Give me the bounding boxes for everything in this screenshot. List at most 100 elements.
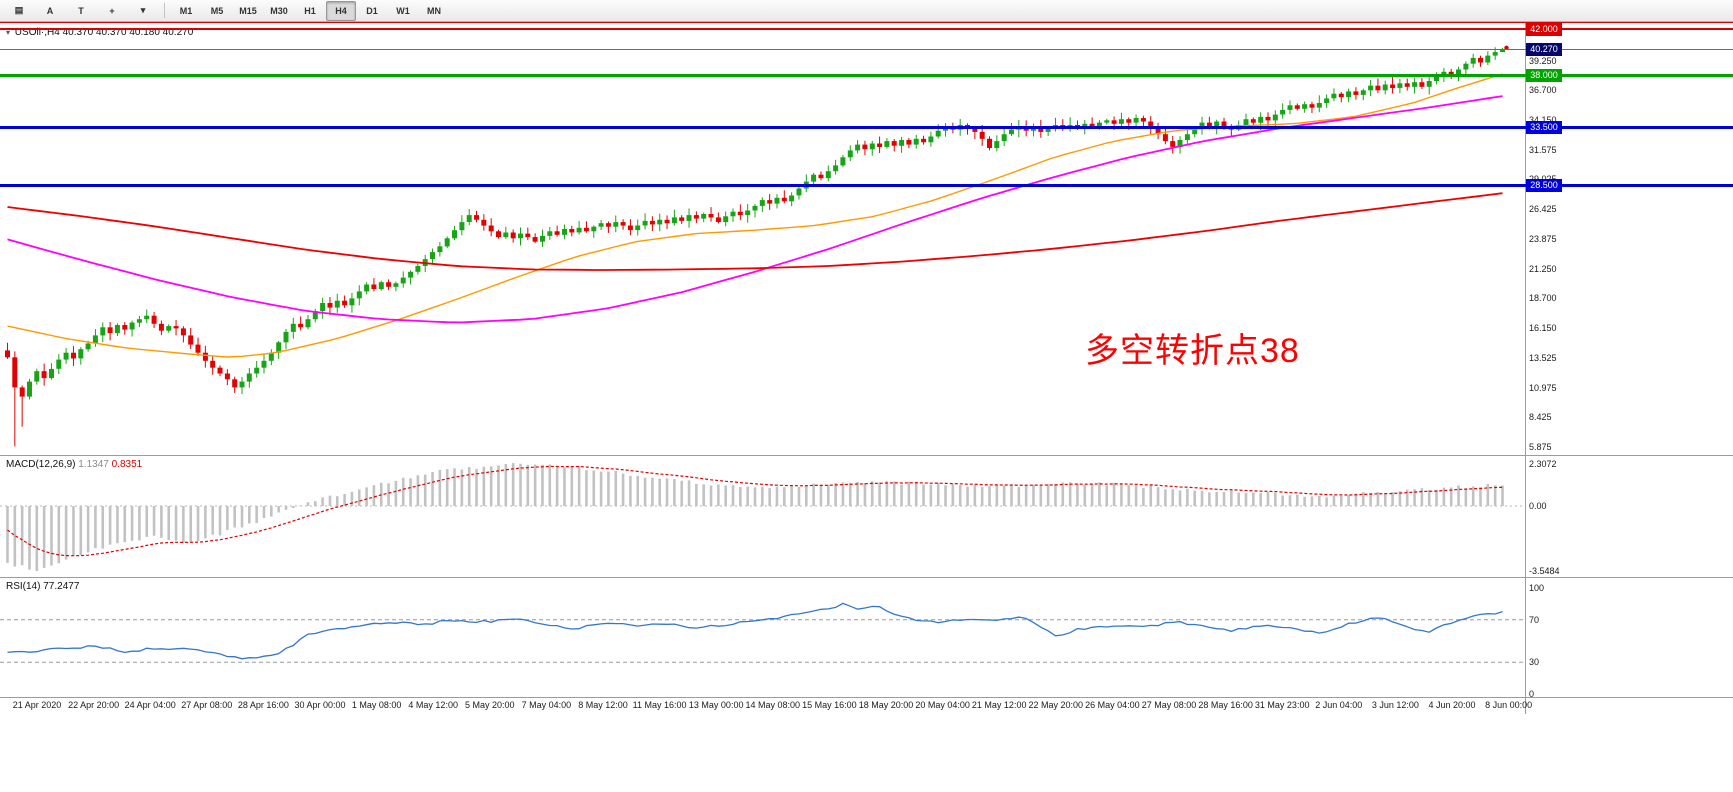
time-label: 2 Jun 04:00 <box>1315 700 1363 710</box>
rsi-scale-tick: 70 <box>1529 614 1540 625</box>
time-label: 27 May 08:00 <box>1141 700 1197 710</box>
timeframe-button-h1[interactable]: H1 <box>304 5 316 16</box>
price-badge-28.500: 28.500 <box>1526 178 1562 192</box>
price-chart-panel[interactable] <box>0 22 1525 455</box>
timeframe-button-mn[interactable]: MN <box>427 5 441 16</box>
chart-ohlc-values: 40.370 40.370 40.180 40.270 <box>62 27 194 38</box>
time-label: 31 May 23:00 <box>1254 700 1310 710</box>
current-price-badge: 40.270 <box>1526 42 1562 56</box>
time-label: 8 Jun 00:00 <box>1485 700 1533 710</box>
time-label: 8 May 12:00 <box>578 700 628 710</box>
timeframe-button-d1[interactable]: D1 <box>366 5 378 16</box>
price-tick: 8.425 <box>1529 412 1552 423</box>
time-label: 11 May 16:00 <box>632 700 687 710</box>
ma-red-line <box>7 192 1503 271</box>
time-label: 28 Apr 16:00 <box>237 700 289 710</box>
chart-type-icon[interactable]: ▤ <box>14 5 24 15</box>
tools-dropdown-icon[interactable]: ▾ <box>140 5 146 15</box>
hline-38.000[interactable] <box>0 73 1733 77</box>
chart-text-annotation[interactable]: 多空转折点38 <box>1085 332 1300 370</box>
bid-price-line <box>0 49 1733 50</box>
price-tick: 31.575 <box>1529 144 1557 155</box>
rsi-panel[interactable] <box>0 578 1525 697</box>
price-tick: 13.525 <box>1529 353 1557 364</box>
text-label-tool-button[interactable]: T <box>78 5 84 16</box>
macd-main-value: 1.1347 <box>78 459 109 470</box>
chart-symbol-timeframe: USOil·,H4 <box>14 27 60 38</box>
time-label: 22 Apr 20:00 <box>68 700 120 710</box>
last-price-marker <box>1504 45 1509 50</box>
time-axis-border <box>0 697 1733 698</box>
macd-scale-tick: -3.5484 <box>1529 565 1560 576</box>
chart-title: ▾ USOil·,H4 40.370 40.370 40.180 40.270 <box>6 27 193 38</box>
price-scale-border <box>1525 22 1526 714</box>
rsi-value: 77.2477 <box>43 581 80 592</box>
drawing-tools-group: ▤ A T + ▾ <box>4 1 158 21</box>
time-label: 26 May 04:00 <box>1085 700 1140 710</box>
crosshair-tool-icon[interactable]: + <box>109 5 115 16</box>
hline-42.000[interactable] <box>0 28 1733 30</box>
rsi-name: RSI(14) <box>6 581 41 592</box>
price-badge-38.000: 38.000 <box>1526 68 1562 82</box>
ma-orange-line <box>7 73 1503 358</box>
price-tick: 36.700 <box>1529 85 1557 96</box>
time-label: 20 May 04:00 <box>915 700 970 710</box>
price-badge-42.000: 42.000 <box>1526 22 1562 36</box>
price-tick: 18.700 <box>1529 293 1557 304</box>
price-tick: 34.150 <box>1529 114 1557 125</box>
time-label: 21 Apr 2020 <box>12 700 62 710</box>
timeframe-button-m1[interactable]: M1 <box>179 5 193 16</box>
macd-name: MACD(12,26,9) <box>6 459 76 470</box>
hline-28.500[interactable] <box>0 183 1733 187</box>
rsi-indicator-label: RSI(14) 77.2477 <box>6 581 79 592</box>
time-label: 1 May 08:00 <box>351 700 402 710</box>
price-tick: 23.875 <box>1529 233 1557 244</box>
price-badge-33.500: 33.500 <box>1526 120 1562 134</box>
macd-scale-tick: 2.3072 <box>1529 459 1557 469</box>
macd-signal-line <box>7 465 1503 557</box>
rsi-scale-tick: 100 <box>1529 583 1545 593</box>
macd-indicator-label: MACD(12,26,9) 1.1347 0.8351 <box>6 459 142 470</box>
timeframe-button-w1[interactable]: W1 <box>396 5 410 16</box>
time-label: 28 May 16:00 <box>1198 700 1253 710</box>
price-tick: 5.875 <box>1529 441 1552 452</box>
time-label: 21 May 12:00 <box>971 700 1027 710</box>
toolbar-separator <box>164 3 165 18</box>
time-label: 14 May 08:00 <box>745 700 801 710</box>
price-tick: 39.250 <box>1529 55 1557 66</box>
panel-separator-rsi[interactable] <box>0 577 1733 578</box>
timeframe-buttons-group: M1 M5 M15 M30 H1 H4 D1 W1 MN <box>171 0 449 21</box>
font-tool-button[interactable]: A <box>46 5 54 16</box>
macd-panel[interactable] <box>0 456 1525 577</box>
toolbar: ▤ A T + ▾ M1 M5 M15 M30 H1 H4 D1 W1 MN <box>0 0 1733 22</box>
time-label: 22 May 20:00 <box>1028 700 1084 710</box>
rsi-scale-tick: 0 <box>1529 689 1535 699</box>
time-label: 5 May 20:00 <box>465 700 515 710</box>
price-tick: 16.150 <box>1529 322 1557 333</box>
time-label: 7 May 04:00 <box>521 700 572 710</box>
time-label: 3 Jun 12:00 <box>1371 700 1419 710</box>
price-tick: 21.250 <box>1529 263 1557 274</box>
price-tick: 26.425 <box>1529 204 1557 215</box>
macd-signal-value: 0.8351 <box>111 459 143 470</box>
ma-magenta-line <box>7 95 1503 324</box>
price-tick: 10.975 <box>1529 382 1557 393</box>
rsi-line <box>7 602 1503 660</box>
time-label: 24 Apr 04:00 <box>124 700 176 710</box>
time-label: 18 May 20:00 <box>858 700 914 710</box>
timeframe-button-m15[interactable]: M15 <box>239 5 257 16</box>
rsi-scale-tick: 30 <box>1529 657 1540 668</box>
hline-33.500[interactable] <box>0 125 1733 129</box>
time-label: 15 May 16:00 <box>802 700 857 710</box>
symbol-marker-icon: ▾ <box>6 28 11 37</box>
time-label: 4 Jun 20:00 <box>1428 700 1476 710</box>
time-label: 13 May 00:00 <box>688 700 744 710</box>
time-label: 30 Apr 00:00 <box>294 700 346 710</box>
timeframe-button-m5[interactable]: M5 <box>210 5 224 16</box>
timeframe-button-m30[interactable]: M30 <box>270 5 288 16</box>
timeframe-button-h4[interactable]: H4 <box>326 0 356 21</box>
macd-scale-tick: 0.00 <box>1529 501 1547 511</box>
time-label: 4 May 12:00 <box>408 700 458 710</box>
panel-separator-macd[interactable] <box>0 455 1733 456</box>
